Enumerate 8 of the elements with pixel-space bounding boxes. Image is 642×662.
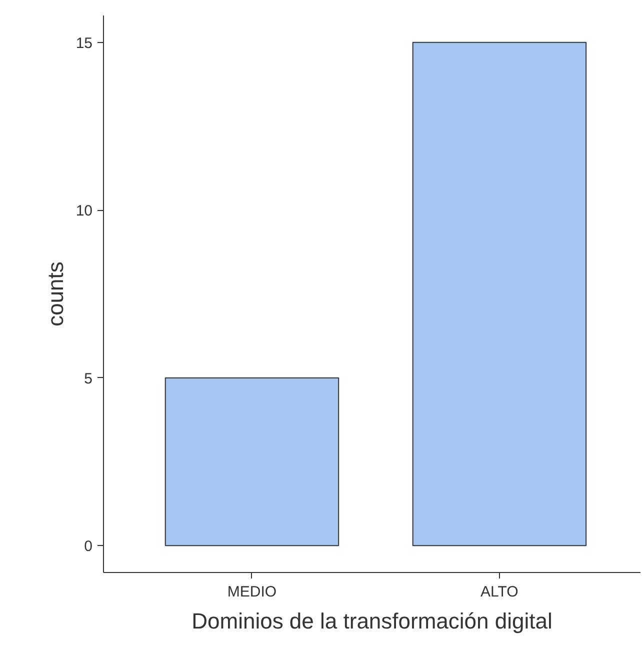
- y-axis-title: counts: [42, 262, 68, 326]
- y-tick-label: 10: [76, 202, 93, 220]
- x-tick-label: MEDIO: [227, 584, 277, 600]
- x-tick-label: ALTO: [480, 584, 518, 600]
- y-tick-label: 0: [84, 538, 92, 556]
- x-axis-title: Dominios de la transformación digital: [192, 608, 552, 634]
- y-tick-label: 15: [76, 34, 93, 52]
- y-tick-label: 5: [84, 370, 92, 388]
